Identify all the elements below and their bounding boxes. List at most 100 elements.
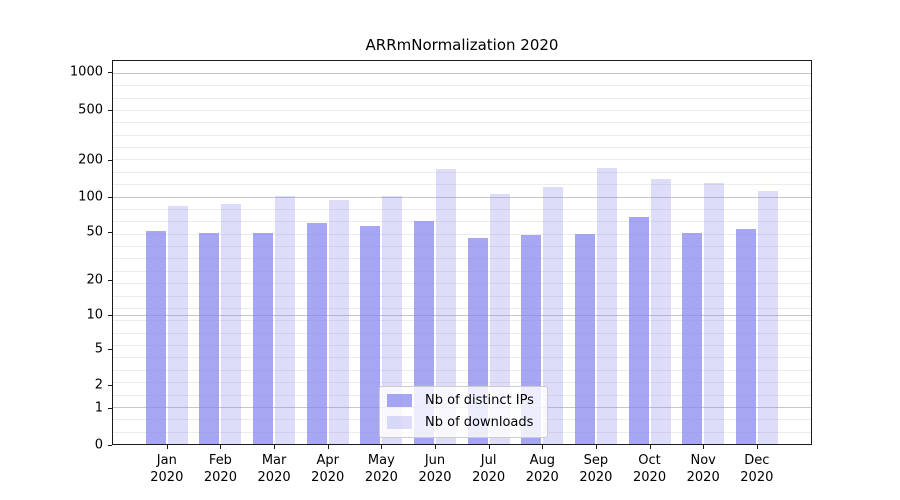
major-gridline (113, 197, 811, 199)
x-tick-label-month: Nov (690, 453, 716, 468)
minor-gridline (113, 283, 811, 285)
y-tick-label: 0 (94, 437, 103, 453)
minor-gridline (113, 85, 811, 87)
y-tick-mark (108, 445, 112, 446)
y-tick-mark (108, 407, 112, 409)
y-tick-mark (108, 71, 112, 73)
x-tick-label-year: 2020 (525, 470, 559, 485)
x-tick-label-year: 2020 (579, 470, 613, 485)
legend-label-downloads: Nb of downloads (425, 415, 534, 430)
bar-downloads (221, 204, 242, 444)
y-tick-mark (108, 315, 112, 317)
x-tick-label-year: 2020 (472, 470, 506, 485)
minor-gridline (113, 147, 811, 149)
x-tick-label-month: May (367, 453, 395, 468)
minor-gridline (113, 258, 811, 260)
minor-gridline (113, 159, 811, 161)
minor-gridline (113, 109, 811, 111)
bar-downloads (596, 168, 617, 444)
bar-downloads (167, 205, 188, 444)
x-axis-tick-labels: Jan 2020 Feb 2020 Mar 2020 Apr 2020 May 2020 Jun 20… (113, 452, 811, 488)
bar-downloads (543, 187, 564, 444)
x-tick-label-month: Feb (208, 453, 232, 468)
x-tick-label-year: 2020 (633, 470, 667, 485)
bar-distinct-ips (253, 233, 274, 444)
x-tick-label: Oct 2020 (633, 452, 666, 486)
x-tick-mark (166, 445, 168, 449)
minor-gridline (113, 233, 811, 235)
y-axis-tick-labels: 0 1 2 5 10 20 50 100 200 500 1000 (0, 60, 103, 452)
major-gridline (113, 72, 811, 74)
chart-title: ARRmNormalization 2020 (365, 36, 559, 54)
x-tick-mark (595, 445, 597, 449)
major-gridline (113, 315, 811, 317)
y-tick-mark (108, 232, 112, 234)
bar-distinct-ips (360, 225, 381, 444)
bar-distinct-ips (145, 231, 166, 444)
x-tick-label: May 2020 (365, 452, 398, 486)
x-tick-label: Jul 2020 (472, 452, 505, 486)
bar-downloads (489, 194, 510, 444)
x-tick-label-month: Jan (156, 453, 177, 468)
x-tick-label-year: 2020 (418, 470, 452, 485)
bar-distinct-ips (306, 223, 327, 444)
bar-distinct-ips (199, 233, 220, 444)
x-tick-label-year: 2020 (686, 470, 720, 485)
bar-distinct-ips (574, 234, 595, 444)
y-tick-label: 20 (86, 272, 103, 288)
x-tick-label: Dec 2020 (740, 452, 773, 486)
x-tick-label: Jun 2020 (418, 452, 451, 486)
x-tick-label: Sep 2020 (579, 452, 612, 486)
plot-area: Nb of distinct IPs Nb of downloads (112, 60, 812, 445)
legend-swatch-distinct-ips (387, 394, 412, 407)
x-tick-label-year: 2020 (740, 470, 774, 485)
x-tick-label-month: Apr (316, 453, 339, 468)
legend-swatch-downloads (387, 416, 412, 429)
x-tick-label: Feb 2020 (204, 452, 237, 486)
y-axis-tick-marks (108, 60, 112, 446)
y-tick-mark (108, 159, 112, 161)
x-tick-label-month: Dec (744, 453, 770, 468)
x-tick-label: Jan 2020 (150, 452, 183, 486)
x-tick-mark (649, 445, 651, 449)
minor-gridline (113, 270, 811, 272)
minor-gridline (113, 246, 811, 248)
minor-gridline (113, 134, 811, 136)
minor-gridline (113, 357, 811, 359)
y-tick-label: 500 (78, 102, 103, 118)
x-tick-label-year: 2020 (311, 470, 345, 485)
minor-gridline (113, 196, 811, 198)
minor-gridline (113, 332, 811, 334)
bar-downloads (382, 195, 403, 444)
x-tick-mark (274, 445, 276, 449)
bar-downloads (704, 183, 725, 444)
x-tick-label: Nov 2020 (687, 452, 720, 486)
minor-gridline (113, 320, 811, 322)
minor-gridline (113, 295, 811, 297)
x-tick-mark (327, 445, 329, 449)
x-tick-label: Mar 2020 (258, 452, 291, 486)
x-axis-tick-marks (113, 445, 811, 449)
y-tick-mark (108, 384, 112, 386)
minor-gridline (113, 221, 811, 223)
minor-gridline (113, 122, 811, 124)
x-tick-label-month: Jun (424, 453, 446, 468)
legend-row-distinct-ips: Nb of distinct IPs (387, 393, 534, 408)
x-tick-label: Aug 2020 (526, 452, 559, 486)
y-tick-label: 50 (86, 224, 103, 240)
y-tick-mark (108, 279, 112, 281)
x-tick-label-year: 2020 (364, 470, 398, 485)
x-tick-mark (220, 445, 222, 449)
y-tick-label: 100 (78, 189, 103, 205)
x-tick-label-month: Aug (529, 453, 555, 468)
x-tick-mark (756, 445, 758, 449)
x-tick-label-year: 2020 (150, 470, 184, 485)
legend-label-distinct-ips: Nb of distinct IPs (425, 393, 534, 408)
x-tick-mark (542, 445, 544, 449)
bar-distinct-ips (628, 217, 649, 444)
minor-gridline (113, 345, 811, 346)
y-tick-mark (108, 348, 112, 350)
x-tick-label-year: 2020 (203, 470, 237, 485)
x-tick-label-year: 2020 (257, 470, 291, 485)
